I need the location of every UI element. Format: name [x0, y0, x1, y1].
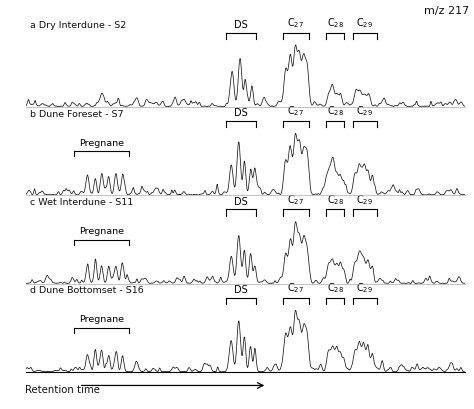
Text: DS: DS	[234, 20, 248, 30]
Text: Pregnane: Pregnane	[79, 315, 124, 324]
Text: $\mathrm{C}_{28}$: $\mathrm{C}_{28}$	[327, 16, 344, 30]
Text: Retention time: Retention time	[25, 385, 100, 396]
Text: Pregnane: Pregnane	[79, 227, 124, 236]
Text: $\mathrm{C}_{27}$: $\mathrm{C}_{27}$	[287, 281, 304, 295]
Text: $\mathrm{C}_{29}$: $\mathrm{C}_{29}$	[356, 16, 373, 30]
Text: $\mathrm{C}_{29}$: $\mathrm{C}_{29}$	[356, 193, 373, 207]
Text: Pregnane: Pregnane	[79, 139, 124, 148]
Text: DS: DS	[234, 285, 248, 295]
Text: DS: DS	[234, 197, 248, 207]
Text: $\mathrm{C}_{27}$: $\mathrm{C}_{27}$	[287, 105, 304, 118]
Text: $\mathrm{C}_{27}$: $\mathrm{C}_{27}$	[287, 193, 304, 207]
Text: b Dune Foreset - S7: b Dune Foreset - S7	[30, 110, 124, 119]
Text: m/z 217: m/z 217	[424, 6, 469, 16]
Text: $\mathrm{C}_{28}$: $\mathrm{C}_{28}$	[327, 193, 344, 207]
Text: $\mathrm{C}_{29}$: $\mathrm{C}_{29}$	[356, 281, 373, 295]
Text: d Dune Bottomset - S16: d Dune Bottomset - S16	[30, 286, 144, 295]
Text: $\mathrm{C}_{27}$: $\mathrm{C}_{27}$	[287, 16, 304, 30]
Text: c Wet Interdune - S11: c Wet Interdune - S11	[30, 198, 134, 207]
Text: DS: DS	[234, 108, 248, 118]
Text: a Dry Interdune - S2: a Dry Interdune - S2	[30, 21, 127, 30]
Text: $\mathrm{C}_{28}$: $\mathrm{C}_{28}$	[327, 105, 344, 118]
Text: $\mathrm{C}_{28}$: $\mathrm{C}_{28}$	[327, 281, 344, 295]
Text: $\mathrm{C}_{29}$: $\mathrm{C}_{29}$	[356, 105, 373, 118]
